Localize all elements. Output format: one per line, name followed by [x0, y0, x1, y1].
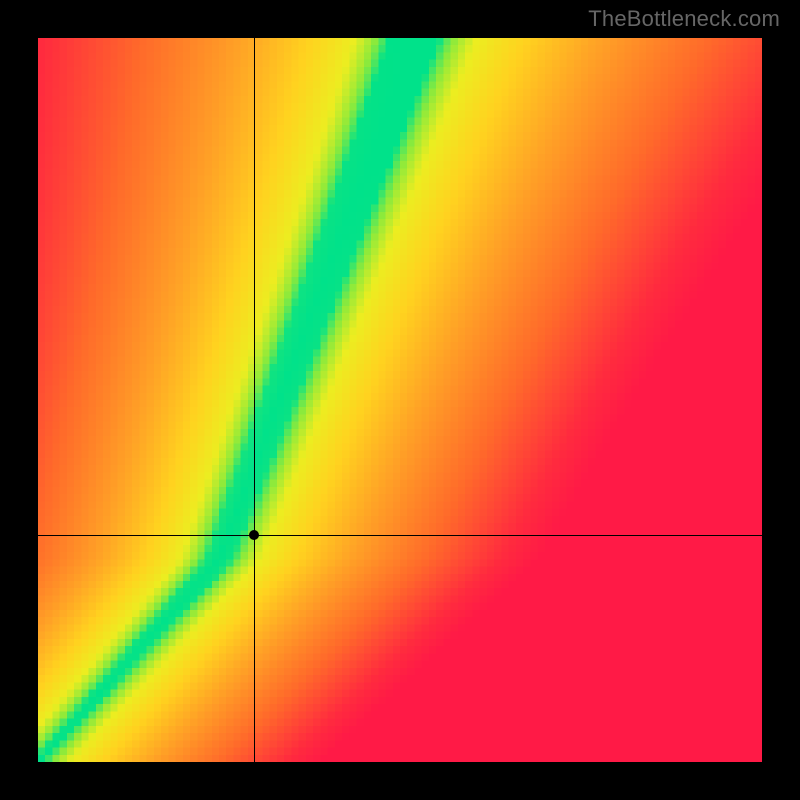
crosshair-horizontal	[38, 535, 762, 536]
watermark-text: TheBottleneck.com	[588, 6, 780, 32]
crosshair-marker-dot	[249, 530, 259, 540]
heatmap-plot	[38, 38, 762, 762]
crosshair-vertical	[254, 38, 255, 762]
heatmap-canvas	[38, 38, 762, 762]
